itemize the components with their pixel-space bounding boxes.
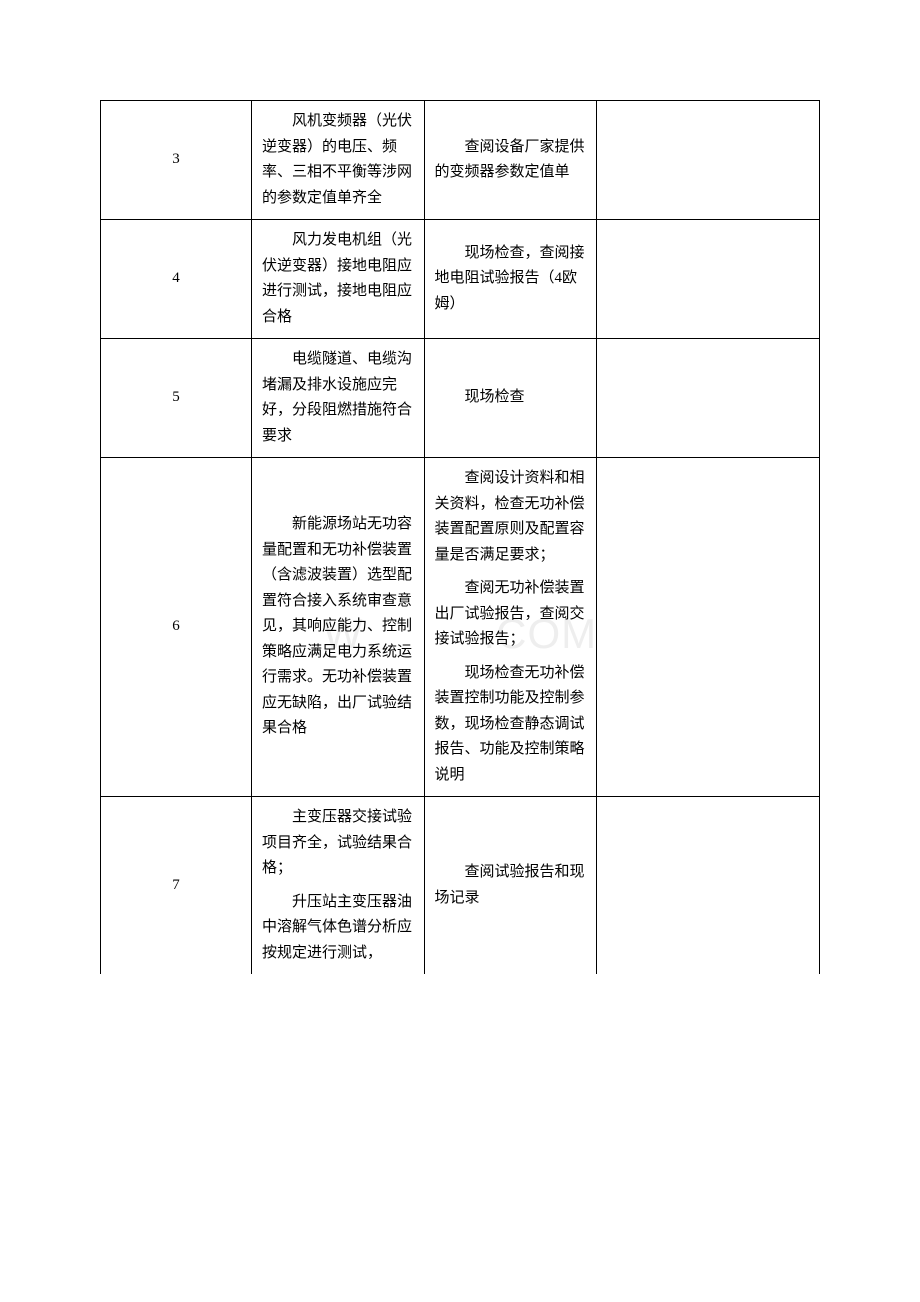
method-text: 现场检查，查阅接地电阻试验报告（4欧姆） (435, 241, 587, 318)
method-text: 查阅试验报告和现场记录 (435, 860, 587, 911)
content-text: 新能源场站无功容量配置和无功补偿装置（含滤波装置）选型配置符合接入系统审查意见，… (262, 512, 414, 742)
row-content: 风力发电机组（光伏逆变器）接地电阻应进行测试，接地电阻应合格 (251, 220, 424, 339)
method-text: 现场检查 (435, 385, 587, 411)
content-p1: 主变压器交接试验项目齐全，试验结果合格； (262, 805, 414, 882)
row-method: 查阅设备厂家提供的变频器参数定值单 (424, 101, 597, 220)
row-content: 主变压器交接试验项目齐全，试验结果合格； 升压站主变压器油中溶解气体色谱分析应按… (251, 797, 424, 975)
method-p3: 现场检查无功补偿装置控制功能及控制参数，现场检查静态调试报告、功能及控制策略说明 (435, 661, 587, 789)
row-content: 新能源场站无功容量配置和无功补偿装置（含滤波装置）选型配置符合接入系统审查意见，… (251, 458, 424, 797)
row-remark (597, 339, 820, 458)
row-remark (597, 220, 820, 339)
row-number: 3 (101, 101, 252, 220)
table-container: 3 风机变频器（光伏逆变器）的电压、频率、三相不平衡等涉网的参数定值单齐全 查阅… (100, 100, 820, 974)
content-p2: 升压站主变压器油中溶解气体色谱分析应按规定进行测试， (262, 890, 414, 967)
row-remark (597, 458, 820, 797)
row-method: 现场检查 (424, 339, 597, 458)
row-number: 4 (101, 220, 252, 339)
table-row: 6 新能源场站无功容量配置和无功补偿装置（含滤波装置）选型配置符合接入系统审查意… (101, 458, 820, 797)
row-remark (597, 101, 820, 220)
table-row: 4 风力发电机组（光伏逆变器）接地电阻应进行测试，接地电阻应合格 现场检查，查阅… (101, 220, 820, 339)
row-method: 现场检查，查阅接地电阻试验报告（4欧姆） (424, 220, 597, 339)
row-content: 电缆隧道、电缆沟堵漏及排水设施应完好，分段阻燃措施符合要求 (251, 339, 424, 458)
table-row: 3 风机变频器（光伏逆变器）的电压、频率、三相不平衡等涉网的参数定值单齐全 查阅… (101, 101, 820, 220)
row-number: 5 (101, 339, 252, 458)
row-number: 6 (101, 458, 252, 797)
table-row: 7 主变压器交接试验项目齐全，试验结果合格； 升压站主变压器油中溶解气体色谱分析… (101, 797, 820, 975)
content-text: 风力发电机组（光伏逆变器）接地电阻应进行测试，接地电阻应合格 (262, 228, 414, 330)
method-p2: 查阅无功补偿装置出厂试验报告，查阅交接试验报告； (435, 576, 587, 653)
row-method: 查阅试验报告和现场记录 (424, 797, 597, 975)
content-text: 电缆隧道、电缆沟堵漏及排水设施应完好，分段阻燃措施符合要求 (262, 347, 414, 449)
method-p1: 查阅设计资料和相关资料，检查无功补偿装置配置原则及配置容量是否满足要求； (435, 466, 587, 568)
row-remark (597, 797, 820, 975)
row-number: 7 (101, 797, 252, 975)
row-method: 查阅设计资料和相关资料，检查无功补偿装置配置原则及配置容量是否满足要求； 查阅无… (424, 458, 597, 797)
content-text: 风机变频器（光伏逆变器）的电压、频率、三相不平衡等涉网的参数定值单齐全 (262, 109, 414, 211)
row-content: 风机变频器（光伏逆变器）的电压、频率、三相不平衡等涉网的参数定值单齐全 (251, 101, 424, 220)
table-row: 5 电缆隧道、电缆沟堵漏及排水设施应完好，分段阻燃措施符合要求 现场检查 (101, 339, 820, 458)
method-text: 查阅设备厂家提供的变频器参数定值单 (435, 135, 587, 186)
inspection-table: 3 风机变频器（光伏逆变器）的电压、频率、三相不平衡等涉网的参数定值单齐全 查阅… (100, 100, 820, 974)
